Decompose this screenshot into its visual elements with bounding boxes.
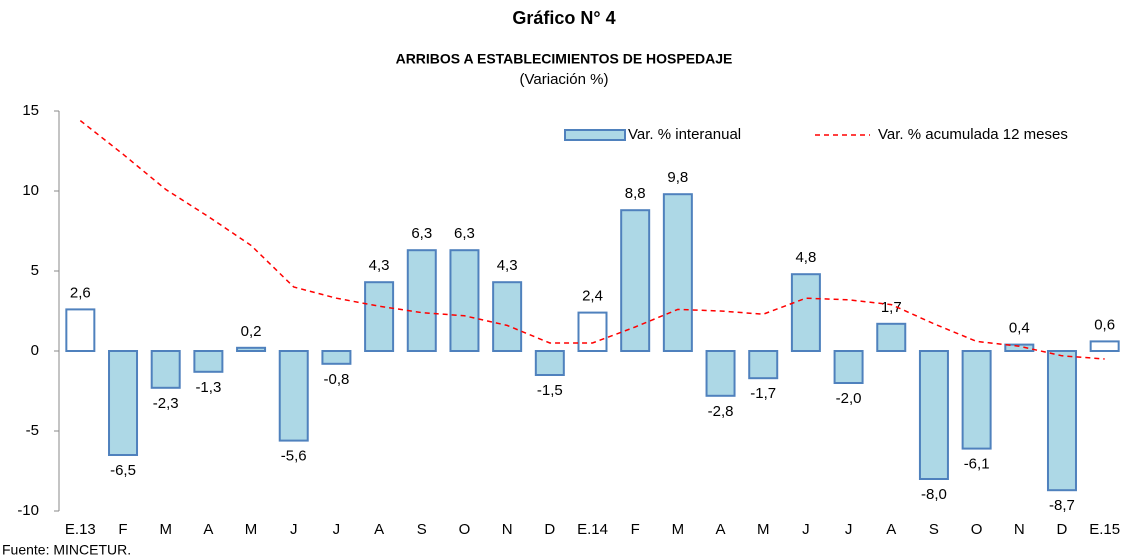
x-tick-label: A (374, 521, 384, 538)
chart-subtitle: ARRIBOS A ESTABLECIMIENTOS DE HOSPEDAJE (396, 51, 733, 67)
data-label: -8,0 (921, 486, 947, 503)
data-label: 6,3 (454, 225, 475, 242)
x-tick-label: A (203, 521, 213, 538)
bar (278, 350, 309, 442)
data-label: 0,6 (1094, 316, 1115, 333)
data-label: -1,7 (750, 385, 776, 402)
bar (364, 281, 395, 353)
x-tick-label: J (802, 521, 810, 538)
data-label: 1,7 (881, 299, 902, 316)
data-label: 4,3 (369, 257, 390, 274)
data-label: -1,5 (537, 382, 563, 399)
data-label: -2,8 (708, 403, 734, 420)
bar (705, 350, 736, 397)
y-tick-label: 5 (31, 262, 39, 279)
data-label: 4,3 (497, 257, 518, 274)
bar (236, 346, 267, 352)
y-tick-label: -10 (17, 502, 39, 519)
data-label: 8,8 (625, 185, 646, 202)
bar (193, 350, 224, 373)
bar (65, 308, 96, 352)
bar (534, 350, 565, 376)
x-tick-label: M (757, 521, 770, 538)
x-tick-label: S (929, 521, 939, 538)
data-label: -0,8 (323, 371, 349, 388)
x-tick-label: O (971, 521, 983, 538)
data-label: 0,2 (241, 323, 262, 340)
data-label: 2,6 (70, 284, 91, 301)
x-tick-label: M (245, 521, 258, 538)
source-note: Fuente: MINCETUR. (2, 542, 131, 558)
bar (321, 350, 352, 365)
legend-label: Var. % acumulada 12 meses (878, 126, 1068, 143)
data-label: 9,8 (667, 169, 688, 186)
x-tick-label: J (845, 521, 853, 538)
x-tick-label: J (290, 521, 298, 538)
y-tick-label: 10 (22, 182, 39, 199)
legend-swatch (564, 129, 626, 141)
data-label: -5,6 (281, 448, 307, 465)
chart-title: Gráfico N° 4 (512, 8, 615, 28)
data-label: -1,3 (195, 379, 221, 396)
bar (833, 350, 864, 384)
data-label: 6,3 (411, 225, 432, 242)
data-label: -2,0 (836, 390, 862, 407)
data-label: -6,5 (110, 462, 136, 479)
bar (406, 249, 437, 352)
x-tick-label: A (716, 521, 726, 538)
data-label: 2,4 (582, 288, 603, 305)
bar (918, 350, 949, 480)
x-tick-label: D (544, 521, 555, 538)
x-tick-label: N (1014, 521, 1025, 538)
bar (150, 350, 181, 389)
bar (790, 273, 821, 353)
x-tick-label: F (118, 521, 127, 538)
bar (662, 193, 693, 352)
bar (108, 350, 139, 456)
y-tick-label: -5 (26, 422, 39, 439)
data-label: -2,3 (153, 395, 179, 412)
x-tick-label: F (631, 521, 640, 538)
x-tick-label: E.15 (1089, 521, 1120, 538)
bar (577, 311, 608, 353)
legend-label: Var. % interanual (628, 126, 741, 143)
x-tick-label: E.13 (65, 521, 96, 538)
y-tick-label: 15 (22, 102, 39, 119)
bar (961, 350, 992, 450)
unit-label: (Variación %) (520, 71, 609, 88)
data-label: -6,1 (964, 456, 990, 473)
x-tick-label: M (159, 521, 172, 538)
bar (1089, 340, 1120, 352)
x-tick-label: O (459, 521, 471, 538)
bar (492, 281, 523, 353)
x-tick-label: D (1057, 521, 1068, 538)
bar (449, 249, 480, 352)
bar (748, 350, 779, 380)
line (79, 120, 1105, 360)
x-tick-label: A (886, 521, 896, 538)
bar (1004, 343, 1035, 353)
x-tick-label: M (672, 521, 685, 538)
x-tick-label: J (333, 521, 341, 538)
x-tick-label: N (502, 521, 513, 538)
x-tick-label: E.14 (577, 521, 608, 538)
data-label: -8,7 (1049, 497, 1075, 514)
x-tick-label: S (417, 521, 427, 538)
bar (876, 322, 907, 352)
y-tick-label: 0 (31, 342, 39, 359)
data-label: 4,8 (795, 249, 816, 266)
data-label: 0,4 (1009, 320, 1030, 337)
bar (1046, 350, 1077, 492)
